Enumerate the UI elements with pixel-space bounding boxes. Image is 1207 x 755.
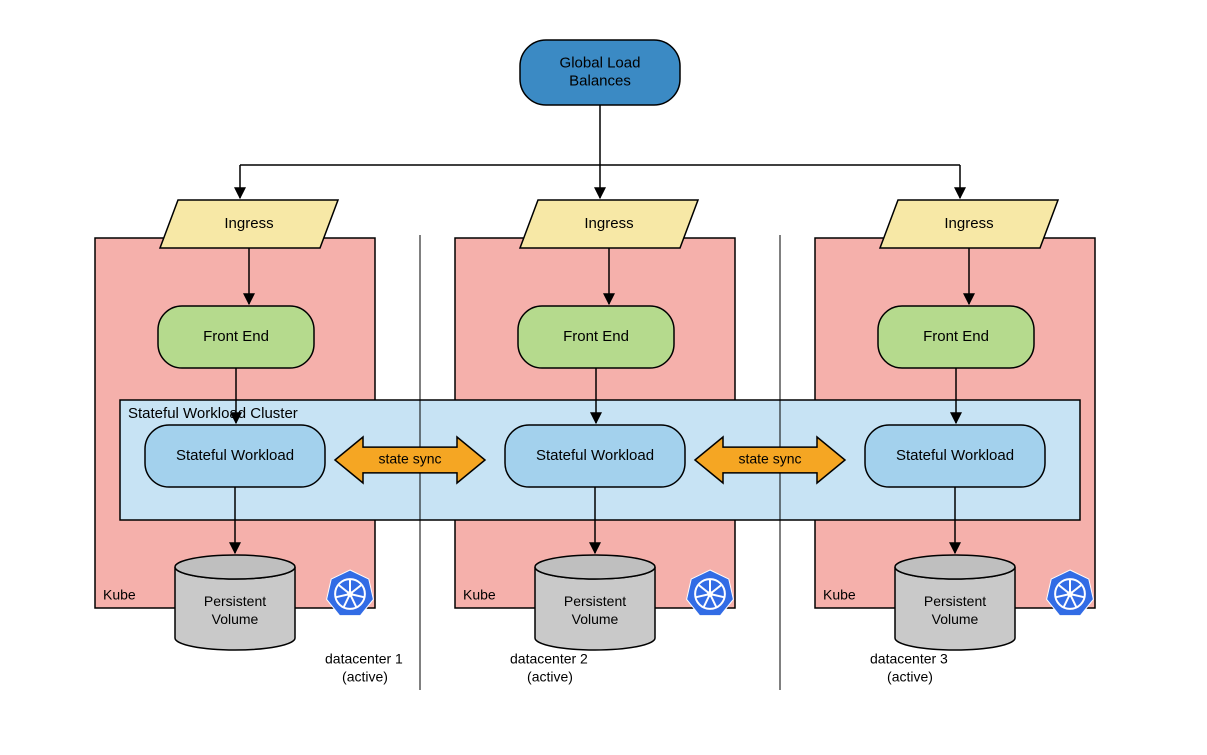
volume-label1-1: Persistent: [564, 593, 626, 609]
kube-label-1: Kube: [463, 587, 496, 603]
stateful-label-1: Stateful Workload: [536, 447, 654, 464]
dc-caption2-0: (active): [342, 669, 388, 685]
ingress-label-0: Ingress: [224, 215, 273, 232]
ingress-label-2: Ingress: [944, 215, 993, 232]
ingress-label-1: Ingress: [584, 215, 633, 232]
state-sync-label-0: state sync: [378, 451, 441, 467]
kube-label-2: Kube: [823, 587, 856, 603]
stateful-label-2: Stateful Workload: [896, 447, 1014, 464]
volume-label1-2: Persistent: [924, 593, 986, 609]
volume-label2-2: Volume: [932, 611, 979, 627]
dc-caption1-0: datacenter 1: [325, 651, 403, 667]
frontend-label-1: Front End: [563, 328, 629, 345]
volume-label2-1: Volume: [572, 611, 619, 627]
lb-label-1: Global Load: [560, 54, 641, 71]
stateful-cluster-label: Stateful Workload Cluster: [128, 405, 298, 422]
volume-label1-0: Persistent: [204, 593, 266, 609]
dc-caption2-1: (active): [527, 669, 573, 685]
frontend-label-2: Front End: [923, 328, 989, 345]
dc-caption1-1: datacenter 2: [510, 651, 588, 667]
dc-caption1-2: datacenter 3: [870, 651, 948, 667]
stateful-label-0: Stateful Workload: [176, 447, 294, 464]
state-sync-label-1: state sync: [738, 451, 801, 467]
kube-label-0: Kube: [103, 587, 136, 603]
lb-label-2: Balances: [569, 72, 631, 89]
dc-caption2-2: (active): [887, 669, 933, 685]
frontend-label-0: Front End: [203, 328, 269, 345]
architecture-diagram: Stateful Workload Cluster Global LoadBala…: [0, 0, 1207, 755]
volume-label2-0: Volume: [212, 611, 259, 627]
